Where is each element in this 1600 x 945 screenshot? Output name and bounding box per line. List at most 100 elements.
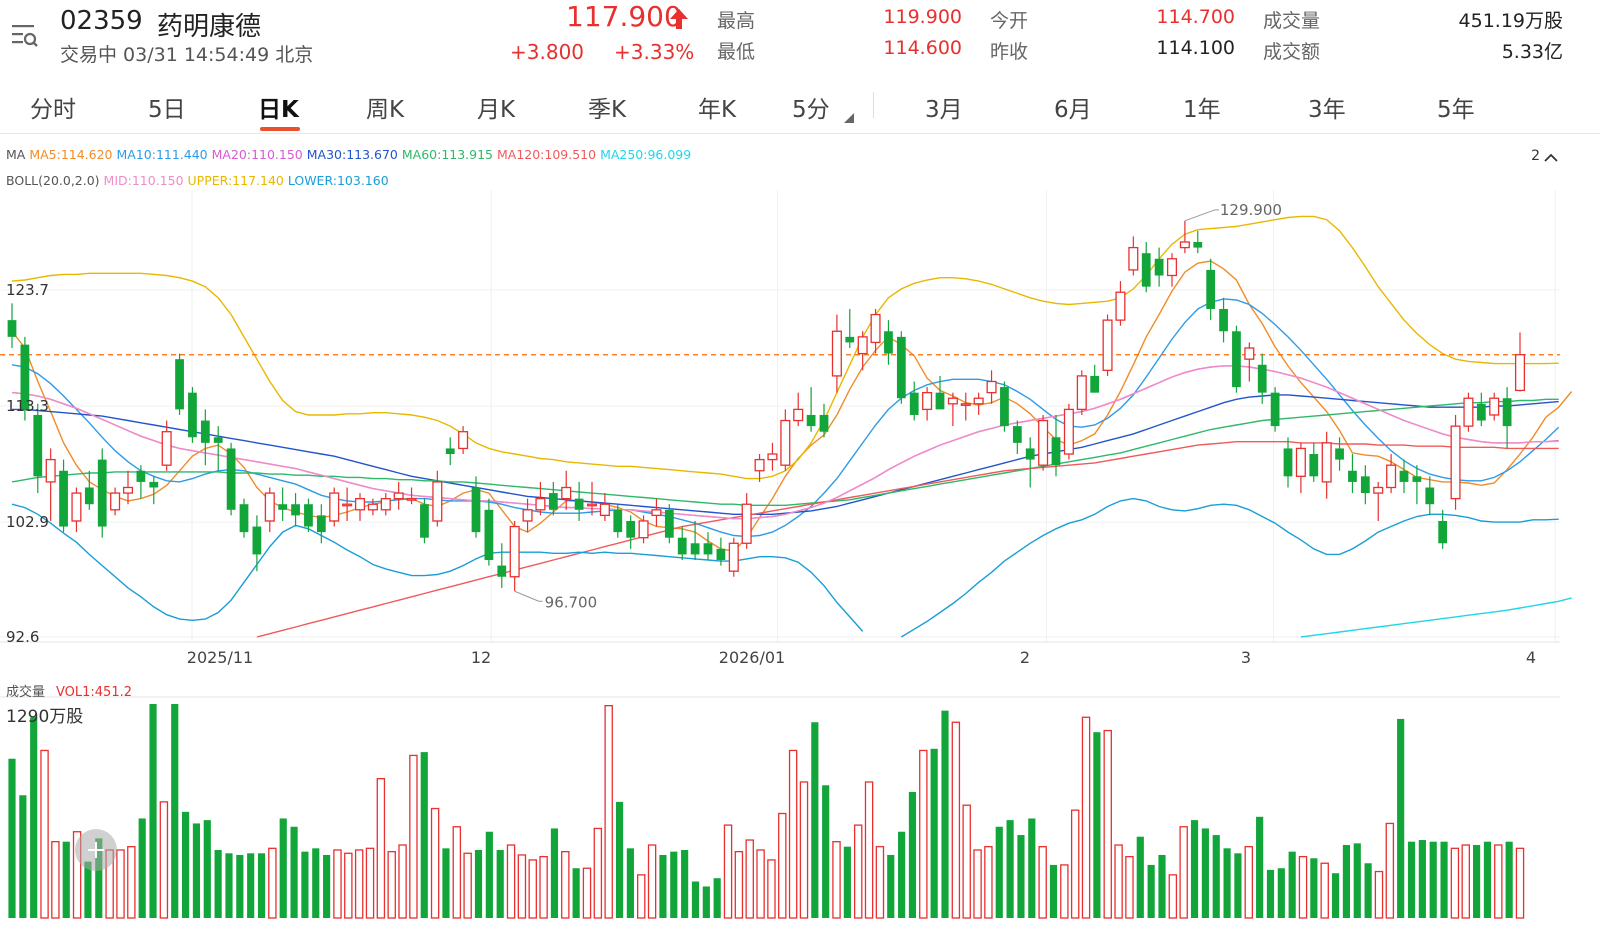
candle-body bbox=[1270, 392, 1280, 427]
last-price: 117.900 bbox=[566, 0, 682, 33]
candle-down bbox=[200, 409, 210, 466]
candle-down bbox=[7, 303, 17, 349]
legend-item: MA250:96.099 bbox=[600, 147, 691, 162]
candle-down bbox=[613, 504, 623, 538]
ma30-line bbox=[12, 394, 1559, 515]
candle-body bbox=[806, 414, 816, 427]
candle-body bbox=[586, 503, 598, 507]
candle-up bbox=[599, 493, 610, 521]
tab-5day[interactable]: 5日 bbox=[148, 97, 186, 123]
menu-search-icon[interactable] bbox=[6, 18, 42, 54]
candle-body bbox=[432, 481, 443, 522]
volume-bar bbox=[127, 846, 136, 919]
candle-down bbox=[1425, 476, 1435, 516]
candle-down bbox=[1438, 509, 1448, 549]
price-change: +3.800 bbox=[510, 40, 585, 64]
candle-body bbox=[264, 492, 275, 522]
zoom-in-button[interactable] bbox=[75, 829, 117, 871]
volume-bar bbox=[1114, 844, 1123, 919]
tab-yearly-k[interactable]: 年K bbox=[698, 97, 737, 123]
candle-body bbox=[304, 504, 313, 527]
volume-bar bbox=[420, 752, 428, 918]
volume-bar bbox=[1212, 835, 1220, 918]
candle-body bbox=[161, 431, 172, 466]
stat-value: 451.19万股 bbox=[1458, 10, 1563, 32]
volume-bar bbox=[376, 778, 386, 919]
volume-bar bbox=[8, 758, 16, 918]
candle-body bbox=[1244, 347, 1255, 360]
volume-bar bbox=[430, 807, 440, 919]
candle-down bbox=[213, 426, 223, 471]
volume-bar bbox=[1049, 864, 1058, 918]
candle-body bbox=[1025, 448, 1035, 460]
tab-weekly-k[interactable]: 周K bbox=[366, 97, 405, 123]
candle-down bbox=[548, 481, 558, 516]
volume-bar bbox=[474, 849, 483, 918]
volume-bar bbox=[713, 878, 721, 918]
candle-down bbox=[896, 331, 906, 404]
legend-item: MA120:109.510 bbox=[497, 147, 600, 162]
candle-body bbox=[703, 543, 713, 555]
candle-body bbox=[1012, 426, 1022, 443]
candle-up bbox=[342, 487, 353, 521]
candle-down bbox=[136, 465, 146, 499]
legend-item: UPPER:117.140 bbox=[188, 173, 288, 188]
candle-up bbox=[1244, 342, 1255, 382]
stat-value: 114.100 bbox=[1156, 37, 1235, 59]
volume-bar bbox=[116, 849, 125, 919]
tab-1year[interactable]: 1年 bbox=[1183, 97, 1221, 123]
volume-bar bbox=[995, 826, 1003, 918]
volume-bar bbox=[875, 846, 885, 919]
volume-bar bbox=[1223, 848, 1231, 918]
volume-bar bbox=[887, 854, 895, 918]
candle-body bbox=[1115, 291, 1126, 321]
low-marker-label: 96.700 bbox=[545, 593, 598, 611]
volume-bar bbox=[409, 754, 418, 919]
x-tick-label: 12 bbox=[471, 648, 491, 667]
tab-6month[interactable]: 6月 bbox=[1054, 97, 1092, 123]
candle-down bbox=[884, 320, 893, 365]
tab-quarterly-k[interactable]: 季K bbox=[588, 97, 627, 123]
volume-bar bbox=[1505, 841, 1513, 918]
tab-5min[interactable]: 5分 bbox=[792, 97, 830, 123]
stat-label: 昨收 bbox=[990, 41, 1029, 63]
candle-body bbox=[741, 503, 752, 544]
candle-up bbox=[1038, 414, 1049, 471]
candle-body bbox=[638, 520, 649, 539]
volume-bar bbox=[159, 801, 169, 919]
candle-down bbox=[304, 498, 313, 533]
candle-up bbox=[561, 470, 572, 510]
candle-body bbox=[200, 420, 210, 443]
candle-down bbox=[1141, 242, 1151, 293]
volume-bar bbox=[1473, 845, 1481, 918]
tab-intraday[interactable]: 分时 bbox=[30, 97, 76, 123]
volume-bar bbox=[333, 849, 342, 919]
stock-code: 02359 bbox=[60, 6, 143, 36]
dropdown-triangle-icon[interactable] bbox=[844, 108, 854, 127]
tab-monthly-k[interactable]: 月K bbox=[477, 97, 516, 123]
candle-up bbox=[728, 537, 739, 577]
volume-bar bbox=[659, 854, 667, 918]
candle-down bbox=[471, 476, 481, 538]
tab-5year[interactable]: 5年 bbox=[1437, 97, 1475, 123]
candle-down bbox=[226, 442, 236, 516]
candle-up bbox=[638, 515, 649, 544]
candle-up bbox=[110, 487, 121, 516]
candle-body bbox=[1514, 354, 1526, 392]
candle-body bbox=[831, 330, 842, 377]
volume-bar bbox=[647, 844, 657, 919]
candle-body bbox=[973, 397, 984, 405]
candle-down bbox=[819, 403, 829, 438]
legend-title: MA bbox=[6, 147, 29, 162]
volume-bar bbox=[778, 812, 787, 919]
volume-bar bbox=[398, 844, 407, 919]
tab-daily-k[interactable]: 日K bbox=[258, 97, 299, 123]
volume-bar bbox=[908, 791, 917, 918]
tab-3year[interactable]: 3年 bbox=[1308, 97, 1346, 123]
stat-label: 最低 bbox=[717, 41, 756, 63]
tab-3month[interactable]: 3月 bbox=[925, 97, 963, 123]
candle-body bbox=[1193, 242, 1203, 248]
legend-item: MID:110.150 bbox=[104, 173, 188, 188]
candle-down bbox=[149, 476, 159, 505]
